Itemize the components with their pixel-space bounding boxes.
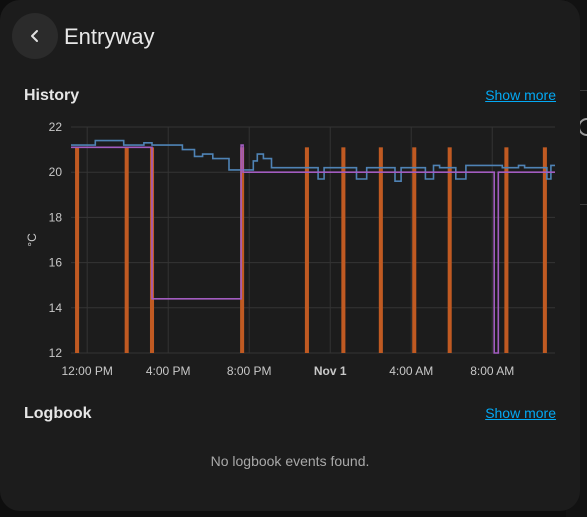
history-show-more-link[interactable]: Show more	[485, 87, 556, 103]
y-tick-label: 16	[49, 256, 63, 270]
heating-bar	[542, 147, 547, 353]
x-tick-label: 4:00 AM	[389, 364, 433, 378]
logbook-title: Logbook	[24, 405, 92, 422]
x-tick-label: 8:00 PM	[227, 364, 272, 378]
y-tick-label: 14	[49, 301, 63, 315]
x-tick-label: 12:00 PM	[62, 364, 113, 378]
heating-bar	[240, 147, 245, 353]
x-tick-label: 4:00 PM	[146, 364, 191, 378]
more-info-dialog: Entryway History Show more 12 14 16 18 20 22 1…	[0, 0, 580, 511]
logbook-show-more-link[interactable]: Show more	[485, 405, 556, 421]
chevron-left-icon	[31, 30, 38, 42]
y-tick-label: 18	[49, 210, 63, 224]
y-axis-label: °C	[25, 233, 39, 247]
heating-bar	[447, 147, 452, 353]
divider	[576, 90, 587, 91]
logbook-empty-message: No logbook events found.	[210, 453, 370, 469]
heating-bar	[75, 147, 80, 353]
y-tick-label: 22	[49, 120, 63, 134]
heating-bar	[378, 147, 383, 353]
dialog-header: Entryway	[0, 0, 580, 76]
y-tick-label: 20	[49, 165, 63, 179]
x-tick-label: 8:00 AM	[470, 364, 514, 378]
heating-bar	[124, 147, 129, 353]
heating-bar	[341, 147, 346, 353]
history-title: History	[24, 87, 80, 104]
divider	[576, 204, 587, 205]
x-tick-label: Nov 1	[314, 364, 347, 378]
history-chart: 12 14 16 18 20 22 12:00 PM 4:00 PM 8:00 PM Nov 1 4…	[25, 120, 555, 378]
dialog-title: Entryway	[64, 24, 155, 49]
target-temperature-line	[71, 144, 555, 354]
y-tick-label: 12	[49, 346, 63, 360]
current-temperature-line	[71, 139, 555, 182]
heating-bar	[304, 147, 309, 353]
heating-bar	[412, 147, 417, 353]
heating-bar	[504, 147, 509, 353]
back-button[interactable]	[12, 13, 58, 59]
